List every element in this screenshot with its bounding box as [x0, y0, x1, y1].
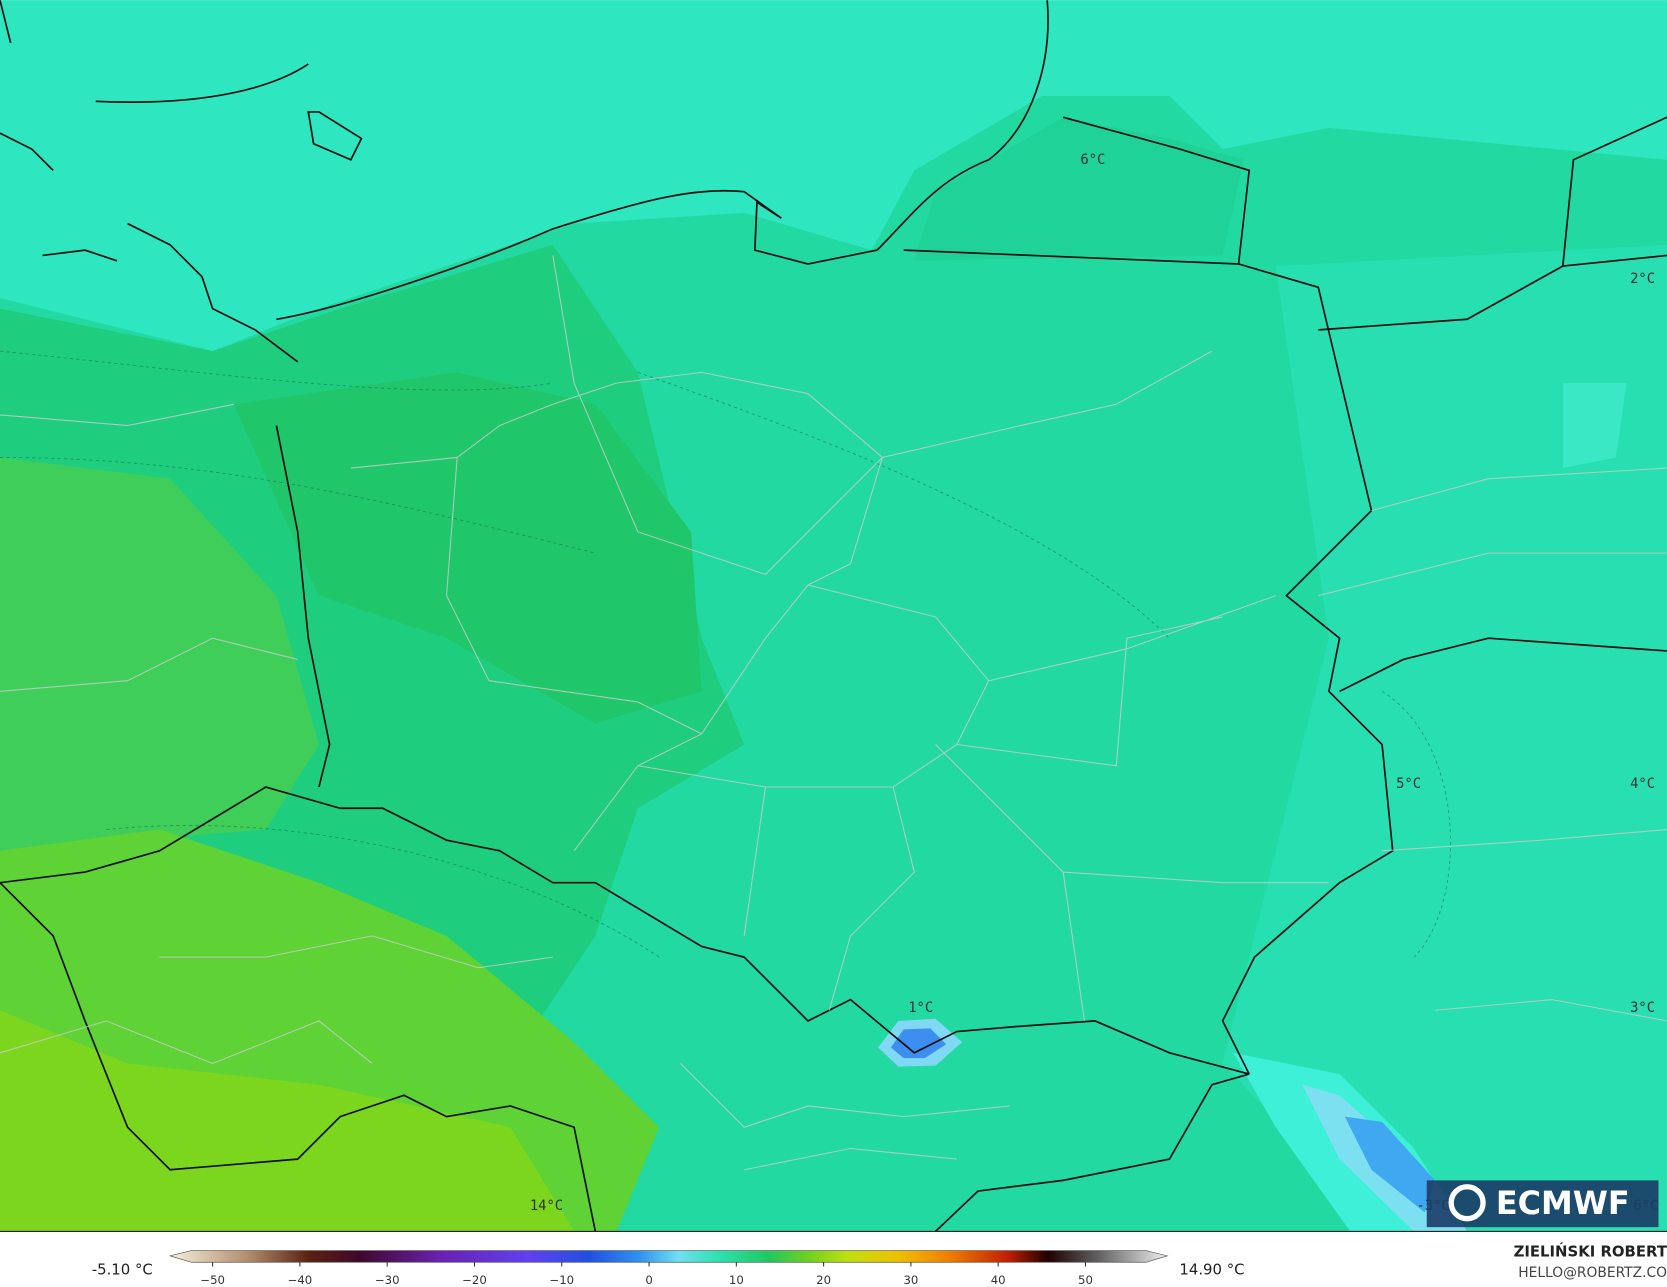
contour-label: 1°C — [908, 1000, 933, 1016]
contour-label: 4°C — [1630, 776, 1655, 792]
colorbar-tick-label: 30 — [903, 1273, 918, 1287]
colorbar-tick-label: 0 — [645, 1273, 652, 1287]
contour-label: 6°C — [1080, 152, 1105, 168]
colorbar-tick-label: 20 — [816, 1273, 831, 1287]
map — [0, 0, 1667, 1233]
colorbar-tick-label: 40 — [991, 1273, 1006, 1287]
colorbar-tick-label: 50 — [1078, 1273, 1093, 1287]
contour-label: 3°C — [1630, 1000, 1655, 1016]
colorbar-tick-label: −10 — [549, 1273, 574, 1287]
colorbar-tick-label: 10 — [729, 1273, 744, 1287]
contour-label: 5°C — [1396, 776, 1421, 792]
max-value: 14.90 °C — [1179, 1261, 1244, 1279]
logo-text: ECMWF — [1496, 1184, 1630, 1222]
colorbar-tick-label: −50 — [200, 1273, 225, 1287]
contour-label: 14°C — [530, 1198, 563, 1214]
logo-symbol — [1448, 1184, 1486, 1222]
min-value: -5.10 °C — [92, 1261, 153, 1279]
contour-label: 2°C — [1630, 271, 1655, 287]
colorbar-tick-label: −30 — [375, 1273, 400, 1287]
colorbar — [168, 1250, 1169, 1263]
colorbar-tick-label: −40 — [288, 1273, 313, 1287]
colorbar-ticks: −50 −40 −30 −20 −10 0 10 20 30 40 50 — [200, 1262, 1093, 1287]
credit-email: HELLO@ROBERTZ.CO — [1518, 1265, 1667, 1281]
logo: ECMWF — [1426, 1180, 1659, 1228]
credit-name: ZIELIŃSKI ROBERT — [1514, 1243, 1667, 1261]
colorbar-tick-label: −20 — [462, 1273, 487, 1287]
colorbar-scale — [168, 1250, 1169, 1263]
